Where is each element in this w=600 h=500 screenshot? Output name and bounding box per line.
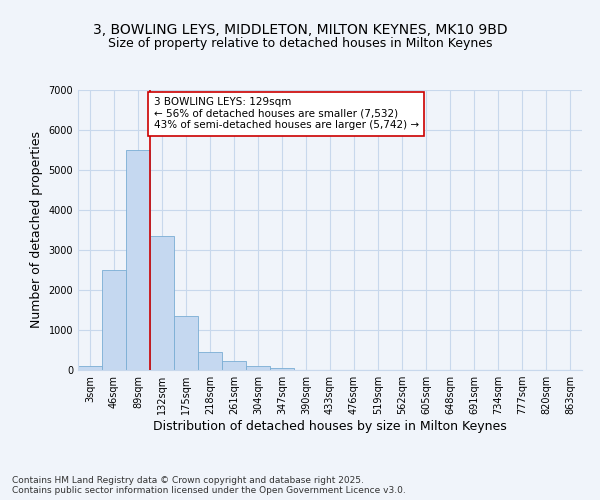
Bar	[270, 368, 294, 370]
Bar	[126, 150, 150, 370]
Text: Size of property relative to detached houses in Milton Keynes: Size of property relative to detached ho…	[108, 38, 492, 51]
Bar	[102, 270, 126, 370]
Bar	[78, 366, 102, 370]
X-axis label: Distribution of detached houses by size in Milton Keynes: Distribution of detached houses by size …	[153, 420, 507, 433]
Bar	[150, 236, 174, 370]
Bar	[246, 366, 270, 370]
Bar	[198, 352, 222, 370]
Text: 3, BOWLING LEYS, MIDDLETON, MILTON KEYNES, MK10 9BD: 3, BOWLING LEYS, MIDDLETON, MILTON KEYNE…	[92, 22, 508, 36]
Y-axis label: Number of detached properties: Number of detached properties	[30, 132, 43, 328]
Bar	[222, 361, 246, 370]
Text: Contains HM Land Registry data © Crown copyright and database right 2025.
Contai: Contains HM Land Registry data © Crown c…	[12, 476, 406, 495]
Bar	[174, 316, 198, 370]
Text: 3 BOWLING LEYS: 129sqm
← 56% of detached houses are smaller (7,532)
43% of semi-: 3 BOWLING LEYS: 129sqm ← 56% of detached…	[154, 97, 419, 130]
